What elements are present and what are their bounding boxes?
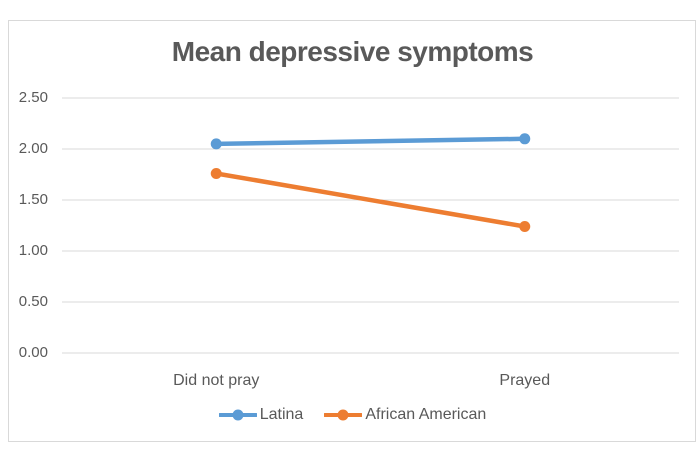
- y-tick-label: 2.50: [18, 89, 48, 106]
- legend-label: Latina: [259, 406, 304, 423]
- chart-title: Mean depressive symptoms: [171, 36, 534, 67]
- y-tick-label: 2.00: [18, 140, 48, 157]
- y-tick-label: 1.50: [18, 191, 48, 208]
- y-tick-label: 0.50: [18, 293, 48, 310]
- series-line-latina: [214, 136, 527, 147]
- chart-frame: [8, 20, 696, 442]
- data-point: [210, 167, 222, 179]
- legend: Latina African American: [8, 404, 697, 426]
- legend-line-marker-icon: [218, 409, 257, 421]
- legend-line-marker-icon: [324, 409, 363, 421]
- legend-label: African American: [365, 406, 487, 423]
- data-point: [519, 221, 531, 233]
- legend-item-latina: Latina: [218, 404, 304, 426]
- y-tick-label: 0.00: [18, 344, 48, 361]
- y-tick-label: 1.00: [18, 242, 48, 259]
- data-point: [210, 138, 222, 150]
- data-point: [519, 133, 531, 145]
- series-line-african-american: [214, 171, 527, 229]
- legend-item-african-american: African American: [324, 404, 486, 426]
- x-category-label: Did not pray: [173, 372, 260, 389]
- x-category-label: Prayed: [499, 372, 551, 389]
